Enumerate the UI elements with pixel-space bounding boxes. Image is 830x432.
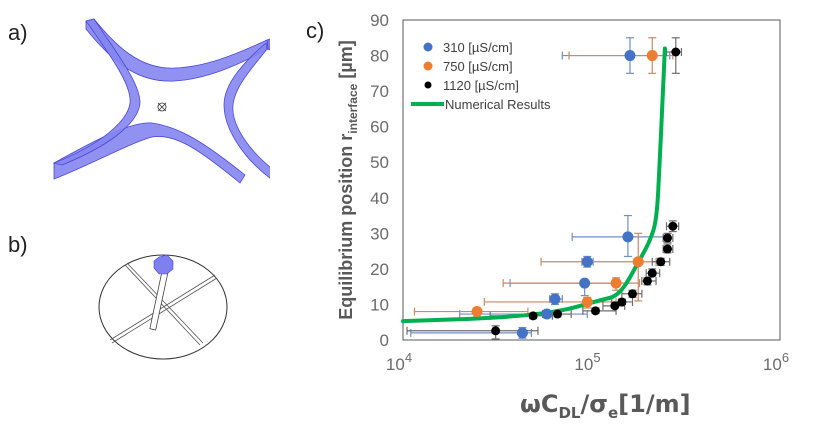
legend-marker-1 [423, 61, 433, 71]
y-tick-label: 80 [370, 47, 389, 66]
data-point-series-2 [528, 311, 538, 321]
y-axis-label: Equilibrium position rinterface [µm] [336, 40, 360, 319]
x-tick-label: 106 [763, 350, 789, 374]
error-bar [406, 325, 539, 340]
y-tick-label: 30 [370, 224, 389, 243]
data-point-series-2 [627, 289, 637, 299]
error-bar [410, 326, 533, 339]
channel-geometry-figure [52, 18, 270, 184]
data-point-series-1 [581, 296, 593, 308]
electrode-lines [109, 263, 218, 346]
legend-label-0: 310 [µS/cm] [443, 40, 513, 55]
data-point-series-1 [610, 277, 622, 289]
y-tick-label: 60 [370, 118, 389, 137]
x-axis-label: ωCDL/σe[1/m] [520, 390, 691, 422]
probe-head [153, 254, 174, 275]
data-point-series-2 [662, 244, 672, 254]
x-tick-label: 105 [574, 350, 600, 374]
data-point-series-2 [642, 276, 652, 286]
y-tick-label: 70 [370, 82, 389, 101]
center-marker [157, 102, 167, 112]
data-point-series-2 [668, 221, 678, 231]
panel-label-a: a) [8, 20, 28, 45]
legend-label-1: 750 [µS/cm] [443, 59, 513, 74]
disk-geometry-figure [98, 254, 228, 360]
x-tick-label: 104 [386, 350, 412, 374]
data-point-series-0 [624, 50, 636, 62]
data-point-series-2 [647, 268, 657, 278]
panel-label-c: c) [306, 18, 325, 43]
y-tick-label: 50 [370, 153, 389, 172]
data-point-series-2 [610, 301, 620, 311]
data-point-series-0 [579, 277, 591, 289]
data-point-series-1 [471, 306, 483, 318]
legend-label-2: 1120 [µS/cm] [443, 78, 519, 93]
data-point-series-0 [581, 256, 593, 268]
channel-walls [52, 18, 270, 184]
numerical-results-line [401, 46, 667, 324]
data-point-series-2 [617, 297, 627, 307]
panel-label-b: b) [8, 232, 28, 257]
y-tick-label: 0 [380, 331, 389, 350]
data-point-series-0 [622, 231, 634, 243]
data-point-series-2 [656, 257, 666, 267]
legend-label-numerical: Numerical Results [445, 97, 551, 112]
data-point-series-2 [662, 233, 672, 243]
data-point-series-0 [541, 308, 553, 320]
plot-area [402, 19, 781, 341]
data-point-series-2 [590, 306, 600, 316]
data-point-series-0 [516, 327, 528, 339]
data-point-series-1 [646, 50, 658, 62]
legend-marker-0 [423, 42, 433, 52]
y-tick-label: 10 [370, 295, 389, 314]
legend: 310 [µS/cm] 750 [µS/cm] 1120 [µS/cm] Numeri… [411, 40, 551, 112]
data-point-series-1 [632, 256, 644, 268]
data-point-series-2 [491, 326, 501, 336]
y-tick-label: 40 [370, 189, 389, 208]
y-tick-label: 90 [370, 11, 389, 30]
data-point-series-0 [549, 293, 561, 305]
data-point-series-2 [552, 309, 562, 319]
error-bar [509, 279, 620, 297]
y-tick-label: 20 [370, 260, 389, 279]
legend-marker-2 [424, 81, 432, 89]
data-point-series-2 [671, 47, 681, 57]
disk-outline [98, 254, 228, 360]
